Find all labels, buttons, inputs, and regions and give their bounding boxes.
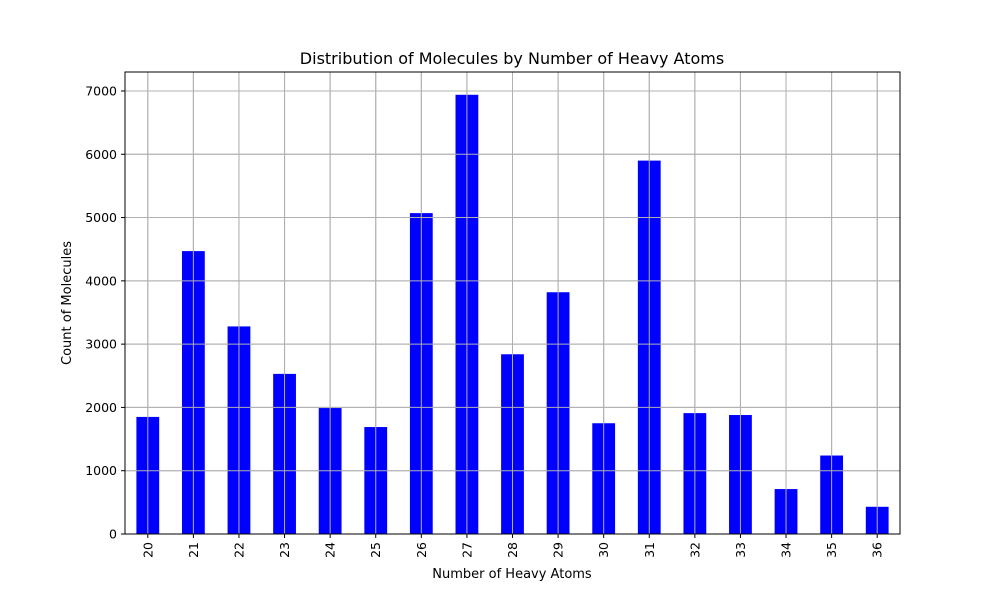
x-tick-label: 23	[277, 542, 292, 558]
x-tick-label: 27	[459, 542, 474, 558]
y-tick-label: 0	[109, 527, 117, 542]
x-tick-label: 29	[551, 542, 566, 558]
x-tick-label: 33	[733, 542, 748, 558]
x-tick-label: 34	[779, 542, 794, 558]
x-tick-label: 36	[870, 542, 885, 558]
chart-title: Distribution of Molecules by Number of H…	[300, 49, 724, 68]
x-tick-label: 24	[323, 542, 338, 558]
y-tick-label: 6000	[85, 147, 117, 162]
x-tick-label: 26	[414, 542, 429, 558]
x-tick-label: 35	[824, 542, 839, 558]
y-tick-label: 4000	[85, 273, 117, 288]
y-tick-label: 3000	[85, 337, 117, 352]
x-axis-label: Number of Heavy Atoms	[432, 567, 592, 582]
x-tick-label: 32	[687, 542, 702, 558]
x-tick-label: 25	[368, 542, 383, 558]
ticks-layer: 0 1000 2000 3000 4000 5000 6000 7000 20 21 22 23 24 2…	[85, 83, 885, 557]
y-tick-label: 7000	[85, 83, 117, 98]
y-tick-label: 1000	[85, 463, 117, 478]
y-tick-label: 5000	[85, 210, 117, 225]
x-tick-label: 31	[642, 542, 657, 558]
y-tick-label: 2000	[85, 400, 117, 415]
x-tick-label: 28	[505, 542, 520, 558]
y-axis-label: Count of Molecules	[60, 241, 75, 365]
x-tick-label: 22	[231, 542, 246, 558]
x-tick-label: 20	[140, 542, 155, 558]
x-tick-label: 30	[596, 542, 611, 558]
x-tick-label: 21	[186, 542, 201, 558]
